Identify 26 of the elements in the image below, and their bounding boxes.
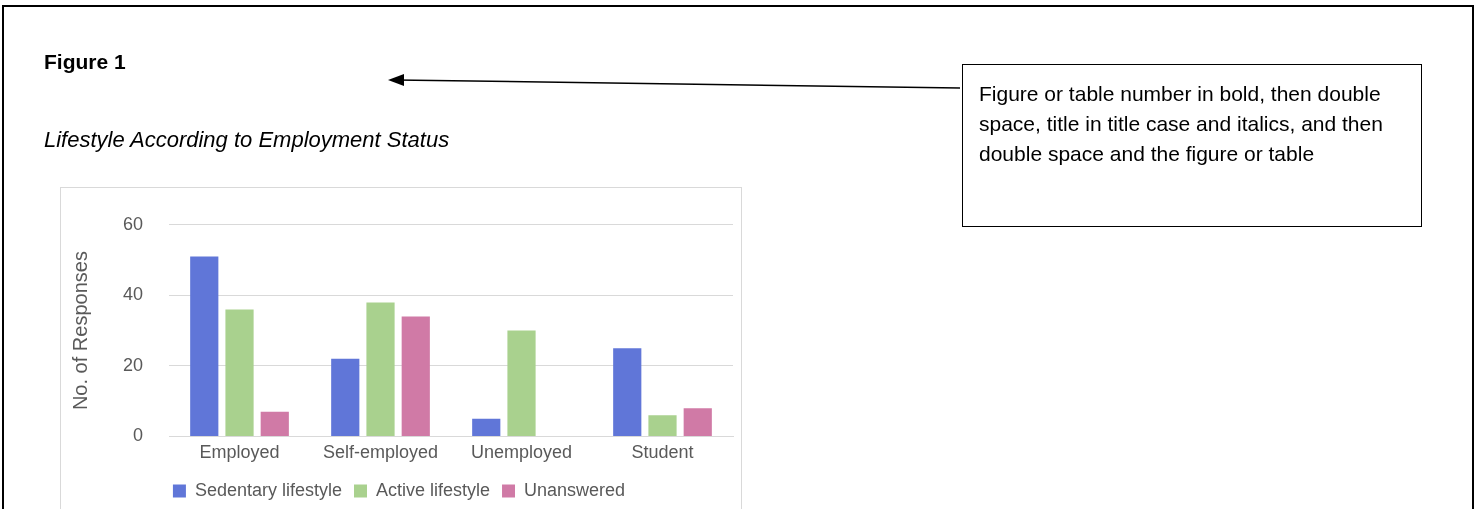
- legend-label: Sedentary lifestyle: [194, 479, 342, 500]
- x-tick-label: Employed: [199, 442, 280, 463]
- y-tick-label: 20: [122, 354, 144, 375]
- bar: [507, 330, 536, 436]
- bar: [683, 408, 712, 436]
- bar: [472, 418, 501, 436]
- y-tick-label: 0: [133, 425, 144, 446]
- y-tick-label: 60: [122, 213, 144, 234]
- y-tick-label: 40: [122, 284, 144, 305]
- legend-label: Active lifestyle: [375, 479, 491, 500]
- y-axis-title: No. of Responses: [68, 251, 91, 411]
- text: Figure or table number in bold, then double space, title in title case and italics, and then double space and the figure or table: [979, 81, 1384, 167]
- x-tick-label: Self-employed: [322, 442, 439, 463]
- bar: [401, 316, 430, 436]
- legend-label: Unanswered: [524, 479, 626, 500]
- chart-subtitle: Lifestyle According to Employment Status: [44, 127, 450, 153]
- bar: [260, 411, 289, 436]
- bar: [190, 256, 219, 436]
- x-tick-label: Student: [631, 442, 694, 463]
- bar: [648, 415, 677, 436]
- bar: [613, 348, 642, 436]
- chart-title: Figure 1: [44, 50, 126, 74]
- bar: [366, 302, 395, 436]
- x-tick-label: Unemployed: [470, 442, 573, 463]
- bar: [331, 358, 360, 436]
- bar: [225, 309, 254, 436]
